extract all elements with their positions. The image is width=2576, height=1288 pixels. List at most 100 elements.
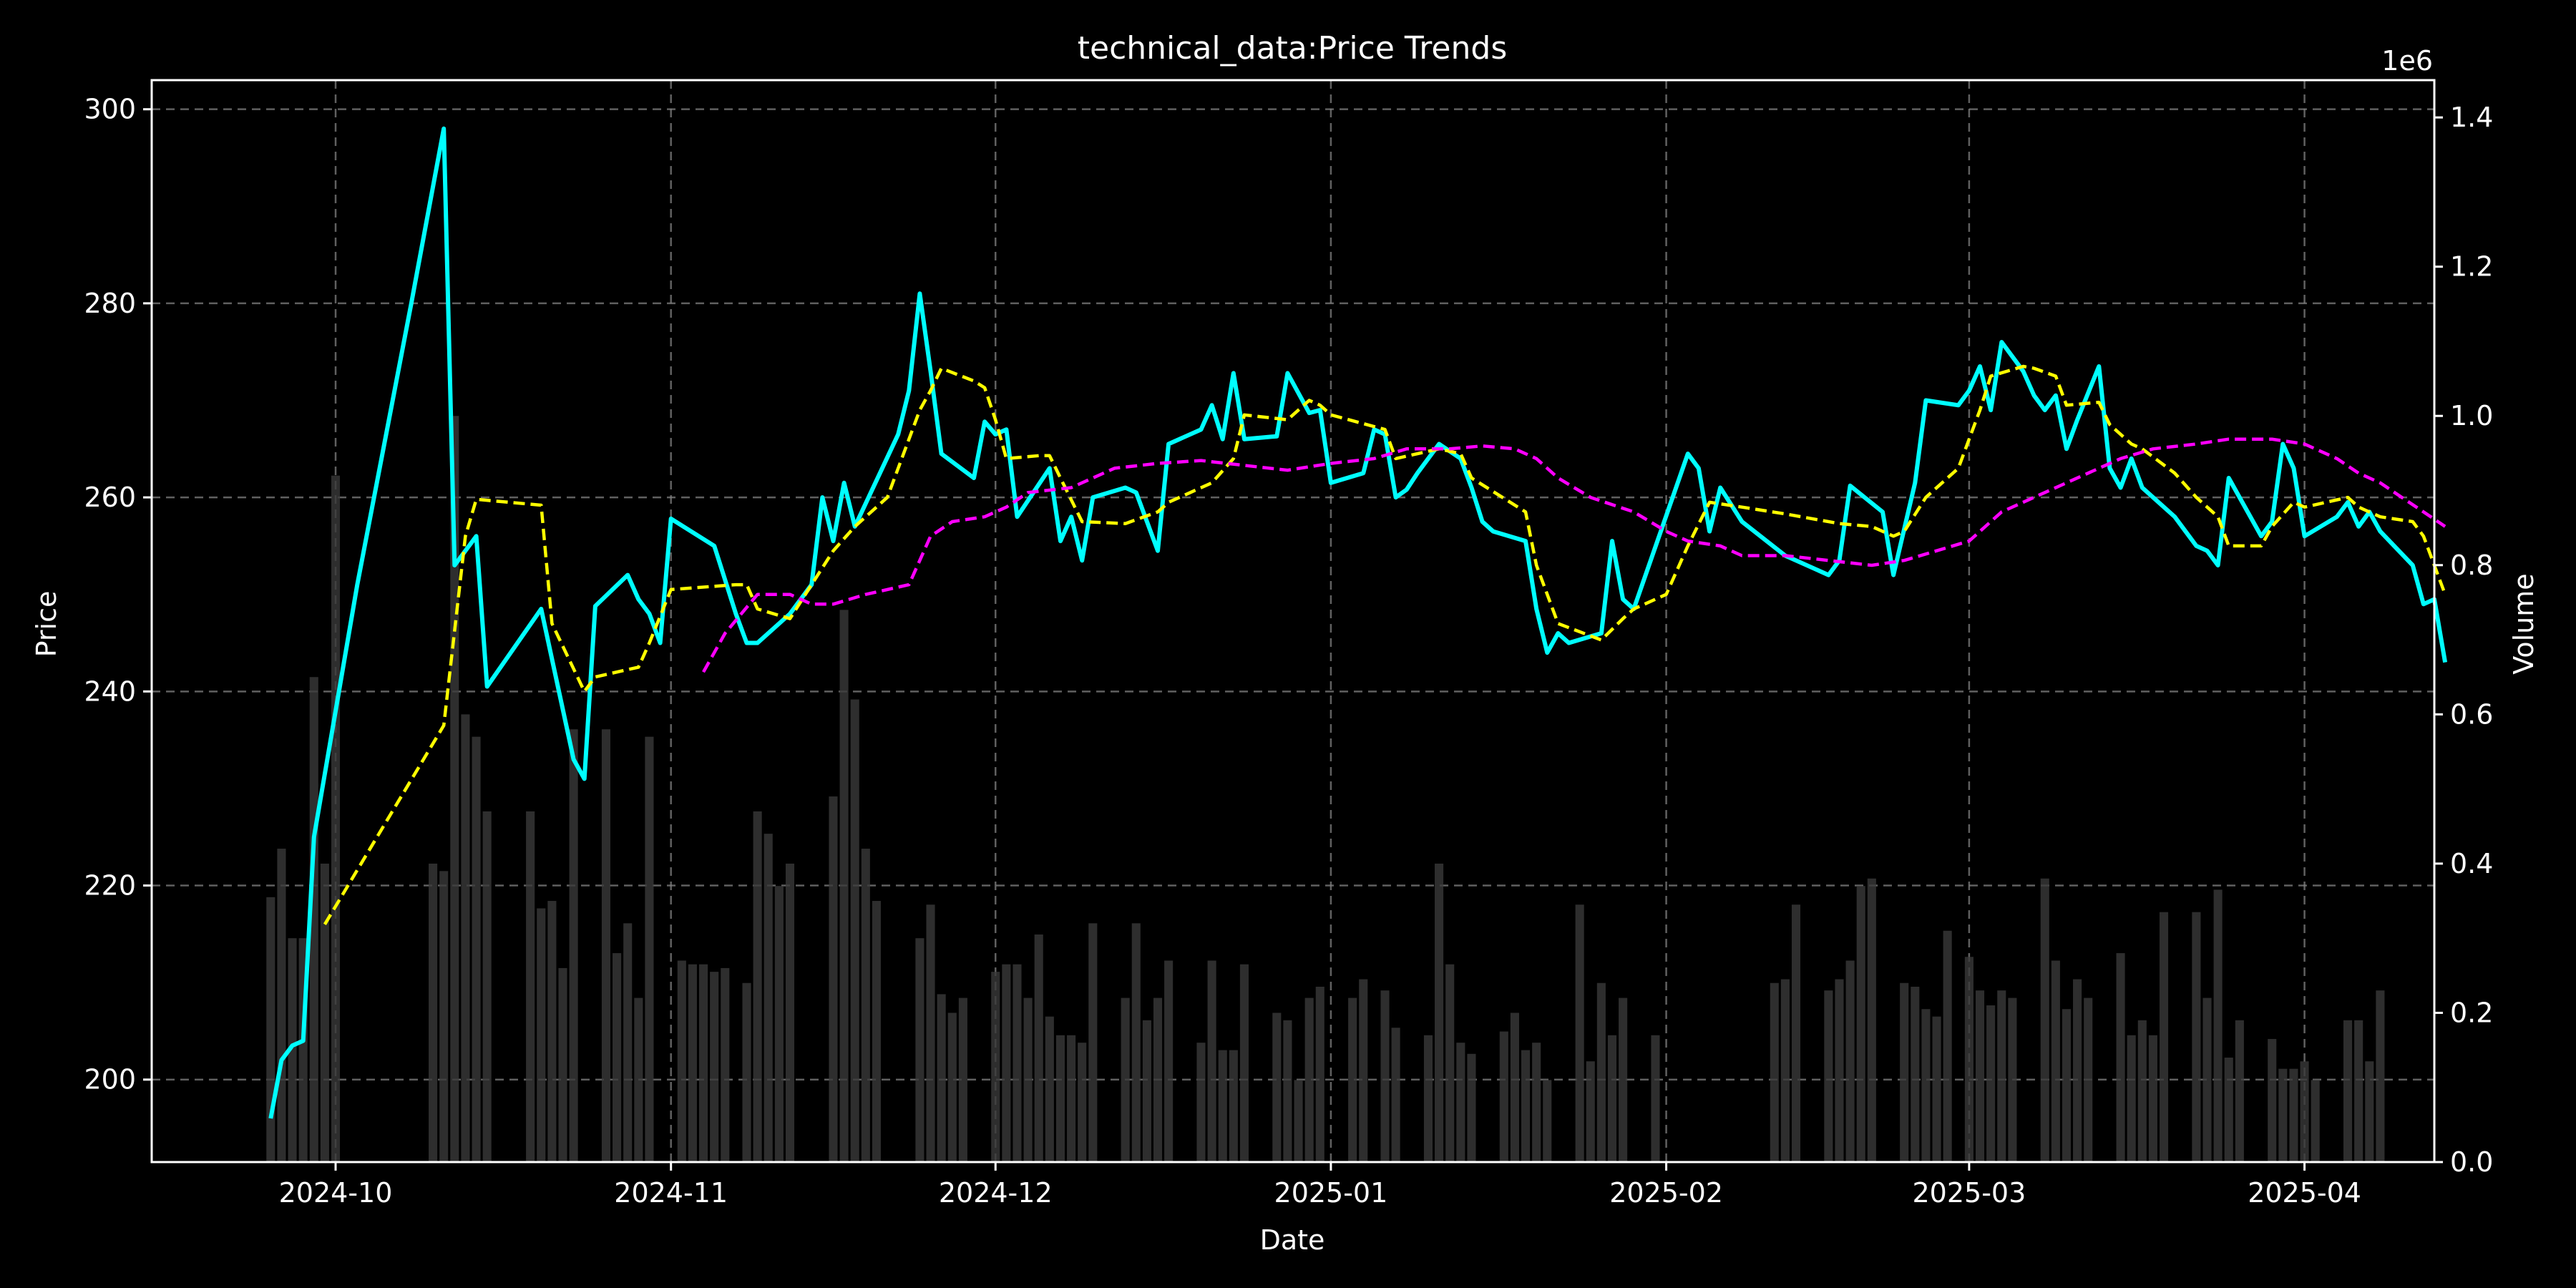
volume-bar [1055, 1035, 1065, 1162]
y2-tick-label: 0.2 [2450, 997, 2493, 1028]
volume-bar [1002, 964, 1011, 1162]
x-tick-label: 2024-10 [279, 1177, 393, 1209]
y-tick-label: 300 [84, 94, 136, 125]
volume-bar [1651, 1035, 1660, 1162]
y2-multiplier: 1e6 [2381, 45, 2433, 77]
y2-tick-label: 0.8 [2450, 550, 2493, 581]
volume-bar [1532, 1043, 1541, 1162]
y-axis-label: Price [31, 591, 62, 658]
volume-bar [2213, 889, 2223, 1162]
volume-bar [2376, 990, 2385, 1162]
x-tick-label: 2024-12 [939, 1177, 1053, 1209]
plot-frame [150, 79, 2436, 1163]
x-tick-label: 2025-04 [2248, 1177, 2361, 1209]
volume-bar [1521, 1050, 1531, 1162]
volume-bar [742, 982, 751, 1162]
volume-bar [2354, 1020, 2363, 1162]
volume-bar [2116, 953, 2125, 1162]
volume-bar [1575, 904, 1584, 1162]
volume-bar [1229, 1050, 1238, 1162]
volume-bar [1078, 1043, 1087, 1162]
volume-bar [1900, 982, 1909, 1162]
x-axis-label: Date [1260, 1224, 1325, 1256]
volume-bar [1423, 1035, 1433, 1162]
volume-bar [829, 796, 838, 1162]
volume-bar [1543, 1080, 1552, 1162]
volume-bar [2062, 1009, 2072, 1162]
y-tick-label: 280 [84, 288, 136, 319]
volume-bar [1283, 1020, 1292, 1162]
x-tick-label: 2024-11 [614, 1177, 728, 1209]
volume-bar [2289, 1068, 2298, 1162]
volume-bar [569, 729, 578, 1162]
series-line-3 [702, 437, 2446, 673]
volume-bar [537, 908, 546, 1162]
volume-bar [266, 897, 275, 1162]
volume-bar [839, 610, 849, 1162]
volume-bar [2073, 979, 2082, 1162]
volume-bar [1164, 960, 1174, 1162]
volume-bar [634, 997, 643, 1162]
volume-bar [861, 849, 870, 1162]
volume-bar [2040, 878, 2049, 1162]
y-tick-label: 260 [84, 482, 136, 513]
volume-bar [288, 938, 297, 1162]
volume-bar [1207, 960, 1216, 1162]
volume-bar [1359, 979, 1368, 1162]
volume-bar [1835, 979, 1844, 1162]
volume-bar [958, 997, 967, 1162]
volume-bar [1023, 997, 1033, 1162]
y-tick-label: 240 [84, 675, 136, 707]
volume-bar [1131, 923, 1141, 1162]
volume-bar [472, 736, 481, 1162]
axes: 2024-10 2024-11 2024-12 2025-01 2025-02 2025-… [84, 79, 2493, 1209]
volume-bar [623, 923, 633, 1162]
volume-bar [331, 475, 341, 1162]
volume-bar [1932, 1016, 1941, 1162]
volume-bar [2278, 1068, 2288, 1162]
y2-axis-label: Volume [2508, 573, 2540, 674]
volume-bar [1943, 930, 1952, 1162]
volume-bar [2202, 997, 2212, 1162]
y2-tick-label: 0.4 [2450, 848, 2493, 879]
volume-bar [1142, 1020, 1151, 1162]
volume-bar [1856, 886, 1865, 1162]
volume-bar [1791, 904, 1801, 1162]
volume-bar [2148, 1035, 2157, 1162]
volume-bar [547, 901, 557, 1162]
volume-bar [1456, 1043, 1465, 1162]
volume-bar [1013, 964, 1022, 1162]
volume-bar [309, 677, 318, 1162]
volume-bar [645, 736, 654, 1162]
volume-bar [1445, 964, 1455, 1162]
volume-bars [266, 416, 2385, 1162]
volume-bar [2008, 997, 2017, 1162]
volume-bar [2084, 997, 2093, 1162]
volume-bar [526, 811, 535, 1162]
volume-bar [601, 729, 611, 1162]
volume-bar [2365, 1061, 2374, 1162]
volume-bar [1304, 997, 1314, 1162]
volume-bar [1045, 1016, 1054, 1162]
volume-bar [1196, 1043, 1206, 1162]
volume-bar [2268, 1038, 2277, 1162]
x-tick-label: 2025-02 [1609, 1177, 1723, 1209]
chart-title: technical_data:Price Trends [1078, 30, 1508, 67]
volume-bar [613, 953, 622, 1162]
volume-bar [2224, 1058, 2233, 1162]
volume-bar [1607, 1035, 1617, 1162]
volume-bar [2137, 1020, 2147, 1162]
volume-bar [1391, 1028, 1400, 1162]
volume-bar [774, 886, 784, 1162]
y2-tick-label: 0.0 [2450, 1146, 2493, 1178]
volume-bar [1499, 1031, 1508, 1162]
volume-bar [2127, 1035, 2136, 1162]
volume-bar [1986, 1005, 1996, 1162]
y2-tick-label: 0.6 [2450, 698, 2493, 730]
volume-bar [1510, 1013, 1519, 1162]
x-tick-label: 2025-03 [1913, 1177, 2026, 1209]
volume-bar [1034, 934, 1043, 1162]
volume-bar [461, 714, 470, 1162]
volume-bar [1586, 1061, 1595, 1162]
volume-bar [429, 863, 438, 1162]
